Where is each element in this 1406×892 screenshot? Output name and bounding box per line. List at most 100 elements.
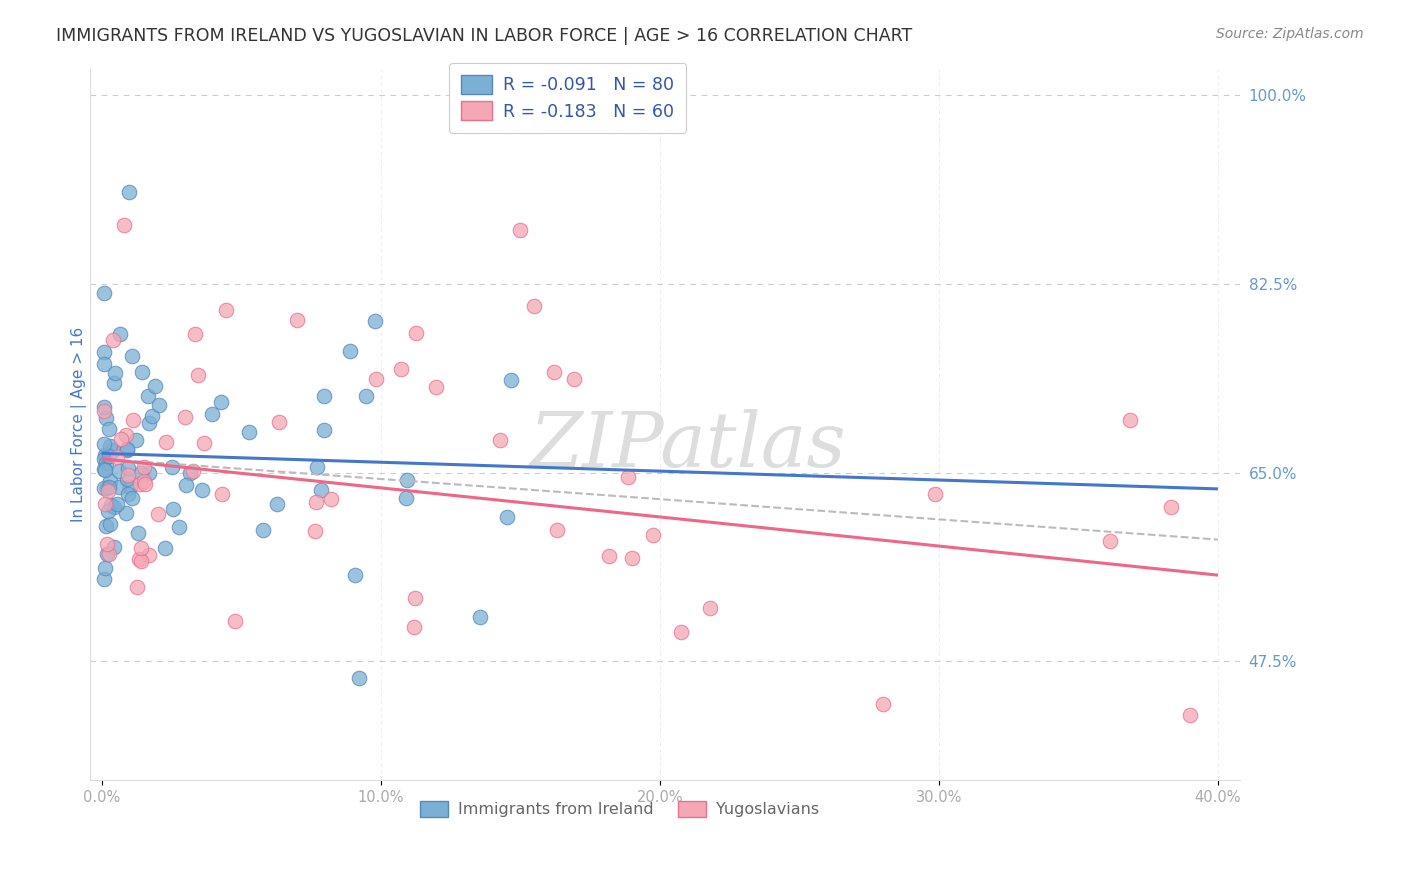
Point [104, 367, 127, 381]
Point [1098, 533, 1121, 548]
Point [162, 501, 184, 516]
Point [671, 625, 693, 640]
Point [98, 439, 121, 453]
Point [93, 345, 115, 359]
Point [110, 433, 132, 447]
Point [405, 326, 427, 340]
Point [354, 389, 377, 403]
Point [118, 186, 141, 200]
Point [924, 487, 946, 501]
Point [699, 601, 721, 615]
Point [117, 471, 139, 485]
Point [148, 398, 170, 412]
Point [125, 580, 148, 594]
Point [174, 409, 197, 424]
Point [321, 491, 343, 506]
Point [1160, 500, 1182, 514]
Point [117, 443, 139, 458]
Point [98, 474, 121, 488]
Point [252, 523, 274, 537]
Point [215, 303, 238, 318]
Point [307, 460, 329, 475]
Point [112, 218, 135, 232]
Point [93, 463, 115, 477]
Point [181, 464, 204, 478]
Point [121, 491, 143, 505]
Point [94, 456, 117, 470]
Point [153, 541, 176, 555]
Point [97, 504, 120, 518]
Point [499, 373, 522, 387]
Point [364, 314, 387, 328]
Point [187, 368, 209, 382]
Point [1178, 708, 1201, 723]
Point [179, 466, 201, 480]
Point [562, 372, 585, 386]
Point [138, 548, 160, 562]
Point [872, 698, 894, 712]
Point [184, 326, 207, 341]
Point [309, 483, 332, 497]
Point [141, 409, 163, 423]
Point [93, 401, 115, 415]
Point [402, 620, 425, 634]
Point [339, 343, 361, 358]
Point [93, 437, 115, 451]
Point [97, 449, 120, 463]
Point [93, 462, 115, 476]
Point [108, 327, 131, 342]
Point [97, 547, 120, 561]
Point [347, 671, 370, 685]
Point [211, 487, 233, 501]
Point [543, 365, 565, 379]
Point [103, 376, 125, 390]
Point [344, 568, 367, 582]
Point [395, 491, 418, 505]
Point [364, 371, 387, 385]
Point [93, 451, 115, 466]
Point [209, 395, 232, 409]
Point [404, 591, 426, 606]
Point [103, 540, 125, 554]
Point [193, 436, 215, 450]
Point [314, 389, 336, 403]
Point [100, 498, 122, 512]
Point [105, 497, 128, 511]
Point [107, 464, 129, 478]
Point [98, 480, 121, 494]
Point [138, 466, 160, 480]
Point [98, 516, 121, 531]
Point [98, 422, 121, 436]
Point [101, 443, 124, 458]
Point [94, 519, 117, 533]
Text: ZIPatlas: ZIPatlas [530, 409, 846, 483]
Text: IMMIGRANTS FROM IRELAND VS YUGOSLAVIAN IN LABOR FORCE | AGE > 16 CORRELATION CHA: IMMIGRANTS FROM IRELAND VS YUGOSLAVIAN I… [56, 27, 912, 45]
Point [107, 480, 129, 494]
Point [96, 537, 118, 551]
Point [117, 461, 139, 475]
Point [94, 448, 117, 462]
Point [191, 483, 214, 497]
Point [395, 473, 418, 487]
Point [617, 469, 640, 483]
Point [97, 483, 120, 498]
Point [118, 480, 141, 494]
Point [1118, 413, 1140, 427]
Legend: Immigrants from Ireland, Yugoslavians: Immigrants from Ireland, Yugoslavians [412, 793, 827, 825]
Point [132, 460, 155, 475]
Point [117, 467, 139, 482]
Point [94, 561, 117, 575]
Point [93, 481, 115, 495]
Point [127, 526, 149, 541]
Point [312, 423, 335, 437]
Point [285, 312, 308, 326]
Text: Source: ZipAtlas.com: Source: ZipAtlas.com [1216, 27, 1364, 41]
Point [496, 510, 519, 524]
Point [138, 417, 160, 431]
Point [305, 495, 328, 509]
Point [489, 433, 512, 447]
Point [389, 362, 412, 376]
Point [304, 524, 326, 538]
Point [620, 551, 643, 566]
Point [523, 299, 546, 313]
